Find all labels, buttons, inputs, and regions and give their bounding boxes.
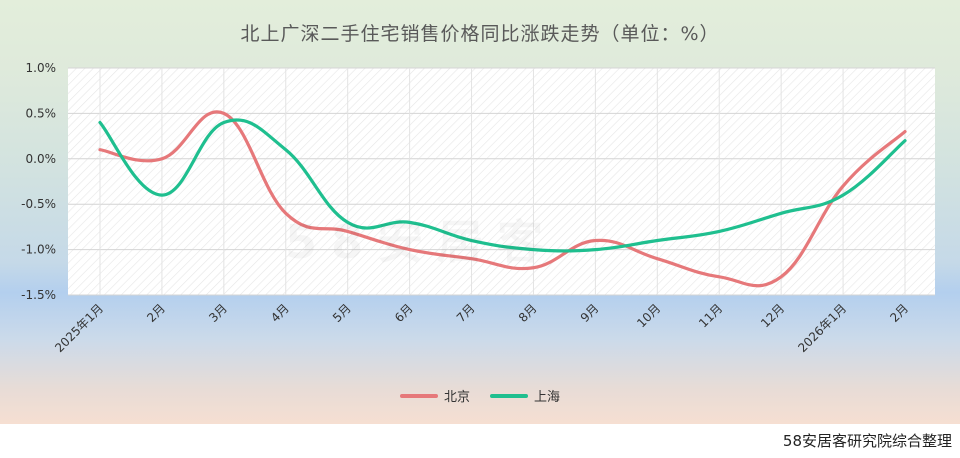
x-tick-label: 3月 [206,301,230,325]
x-tick-label: 2026年1月 [795,301,849,355]
y-tick-label: -0.5% [21,197,56,211]
x-axis-ticks: 2025年1月 2月 3月 4月 5月 6月 7月 8月 9月 10月 11月 12月 2026年1月 2… [52,301,911,355]
y-tick-label: 0.0% [26,152,57,166]
x-tick-label: 8月 [516,301,540,325]
x-tick-label: 10月 [634,301,663,330]
x-tick-label: 6月 [392,301,416,325]
legend-label: 上海 [534,390,561,405]
y-tick-label: -1.0% [21,243,56,257]
legend-swatch [399,393,438,398]
x-tick-label: 4月 [268,301,292,325]
legend-item: 北京 [399,386,470,405]
x-tick-label: 2月 [887,301,911,325]
plot-area [68,68,935,295]
x-tick-label: 12月 [758,301,787,330]
x-tick-label: 2025年1月 [52,301,106,355]
x-tick-label: 2月 [144,301,168,325]
x-tick-label: 9月 [578,301,602,325]
x-tick-label: 11月 [696,301,725,330]
x-tick-label: 7月 [454,301,478,325]
y-tick-label: 1.0% [26,61,57,75]
legend-item: 上海 [490,386,560,405]
legend: 北京 上海 [0,386,960,405]
y-tick-label: 0.5% [26,106,57,120]
source-note: 58安居客研究院综合整理 [782,432,952,450]
x-tick-label: 5月 [330,301,354,325]
chart-frame: 北上广深二手住宅销售价格同比涨跌走势（单位：%） 1.0% 0.5% 0.0% -0.… [0,0,960,424]
chart-title: 北上广深二手住宅销售价格同比涨跌走势（单位：%） [240,23,720,45]
y-tick-label: -1.5% [21,288,56,302]
legend-label: 北京 [443,390,470,405]
y-axis-ticks: 1.0% 0.5% 0.0% -0.5% -1.0% -1.5% [21,61,56,302]
line-chart: 1.0% 0.5% 0.0% -0.5% -1.0% -1.5% 2025年1月 2月 3月 4… [21,61,935,355]
legend-swatch [490,393,528,398]
series-lines [98,110,907,288]
